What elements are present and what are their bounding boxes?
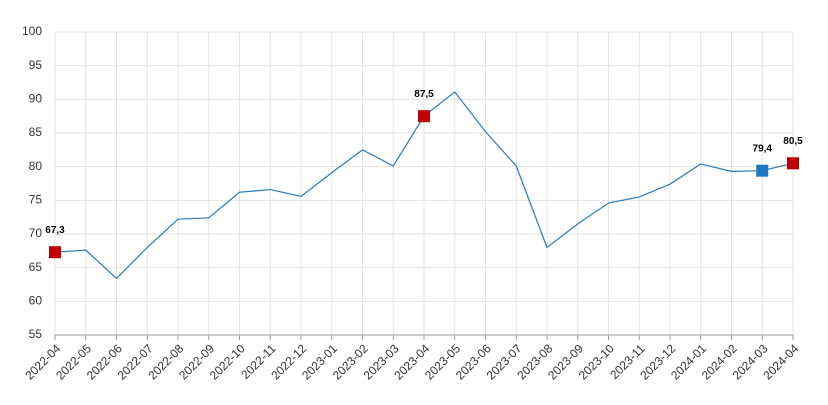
marker — [787, 157, 799, 170]
y-tick-label: 60 — [29, 294, 43, 308]
y-tick-label: 100 — [22, 24, 42, 38]
marker — [49, 246, 61, 259]
marker — [756, 164, 769, 177]
value-label: 79,4 — [753, 143, 773, 154]
value-label: 80,5 — [783, 136, 803, 147]
y-tick-label: 95 — [29, 58, 43, 72]
y-tick-label: 70 — [29, 226, 43, 240]
y-tick-label: 75 — [29, 193, 43, 207]
y-tick-label: 85 — [29, 125, 43, 139]
value-label: 67,3 — [45, 225, 65, 236]
y-tick-label: 65 — [29, 260, 43, 274]
marker — [418, 110, 430, 123]
y-tick-label: 55 — [29, 327, 43, 341]
y-tick-label: 90 — [29, 92, 43, 106]
y-tick-label: 80 — [29, 159, 43, 173]
value-label: 87,5 — [414, 89, 434, 100]
